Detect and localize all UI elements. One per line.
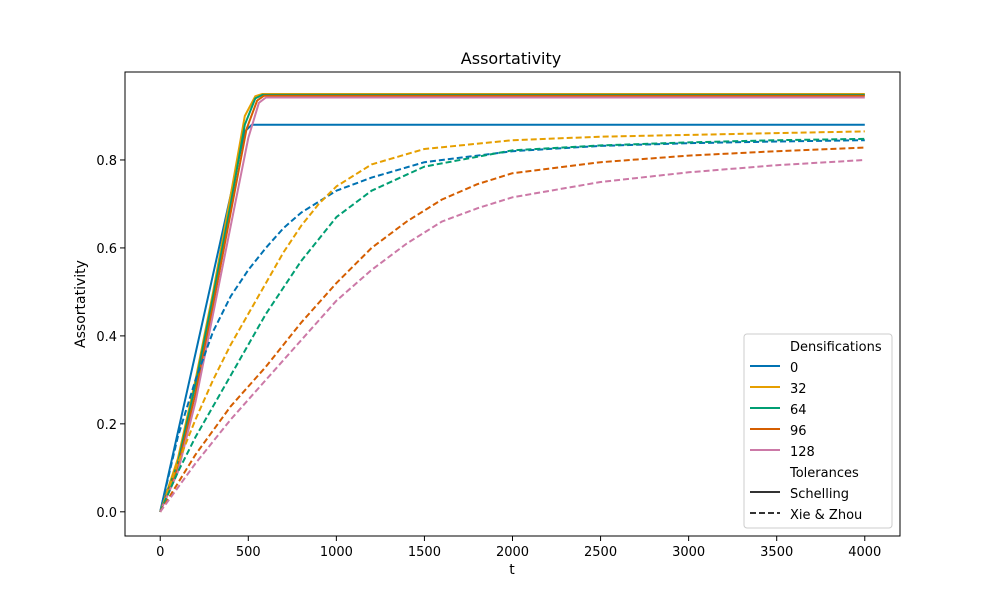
legend-label-64: 64 <box>790 403 807 418</box>
series-line-0-schelling <box>159 123 865 513</box>
series-line-64-xie-zhou <box>159 137 865 513</box>
legend-label-xie-zhou: Xie & Zhou <box>790 508 862 523</box>
y-tick-label: 0.4 <box>96 330 117 345</box>
y-axis: 0.0 0.2 0.4 0.6 0.8 <box>96 154 125 521</box>
y-tick-label: 0.0 <box>96 506 117 521</box>
legend-label-32: 32 <box>790 382 807 397</box>
x-tick-label: 4000 <box>848 545 881 560</box>
legend-title-tolerances: Tolerances <box>789 466 859 481</box>
x-tick-label: 2500 <box>584 545 617 560</box>
x-tick-label: 500 <box>236 545 261 560</box>
legend: Densifications 0 32 64 96 128 Tolerances… <box>743 333 893 529</box>
series-line-128-xie-zhou <box>159 159 865 513</box>
x-tick-label: 0 <box>156 545 164 560</box>
x-axis: 0 500 1000 1500 2000 2500 3000 3500 4000 <box>156 536 881 560</box>
series-line-128-schelling <box>159 96 865 513</box>
series-line-96-schelling <box>159 94 865 513</box>
y-axis-label: Assortativity <box>73 260 89 348</box>
y-tick-label: 0.8 <box>96 154 117 169</box>
x-tick-label: 3000 <box>672 545 705 560</box>
legend-title-densifications: Densifications <box>790 340 882 355</box>
x-axis-label: t <box>509 562 515 578</box>
chart-title: Assortativity <box>461 49 561 68</box>
legend-label-128: 128 <box>790 445 815 460</box>
y-tick-label: 0.6 <box>96 242 117 257</box>
x-tick-label: 2000 <box>496 545 529 560</box>
y-tick-label: 0.2 <box>96 418 117 433</box>
legend-label-96: 96 <box>790 424 807 439</box>
series-layer <box>159 93 865 513</box>
series-line-32-xie-zhou <box>159 130 865 513</box>
x-tick-label: 1000 <box>320 545 353 560</box>
x-tick-label: 3500 <box>760 545 793 560</box>
legend-box <box>743 333 893 529</box>
legend-label-schelling: Schelling <box>790 487 849 502</box>
x-tick-label: 1500 <box>408 545 441 560</box>
series-line-96-xie-zhou <box>159 146 865 513</box>
legend-label-0: 0 <box>790 361 798 376</box>
